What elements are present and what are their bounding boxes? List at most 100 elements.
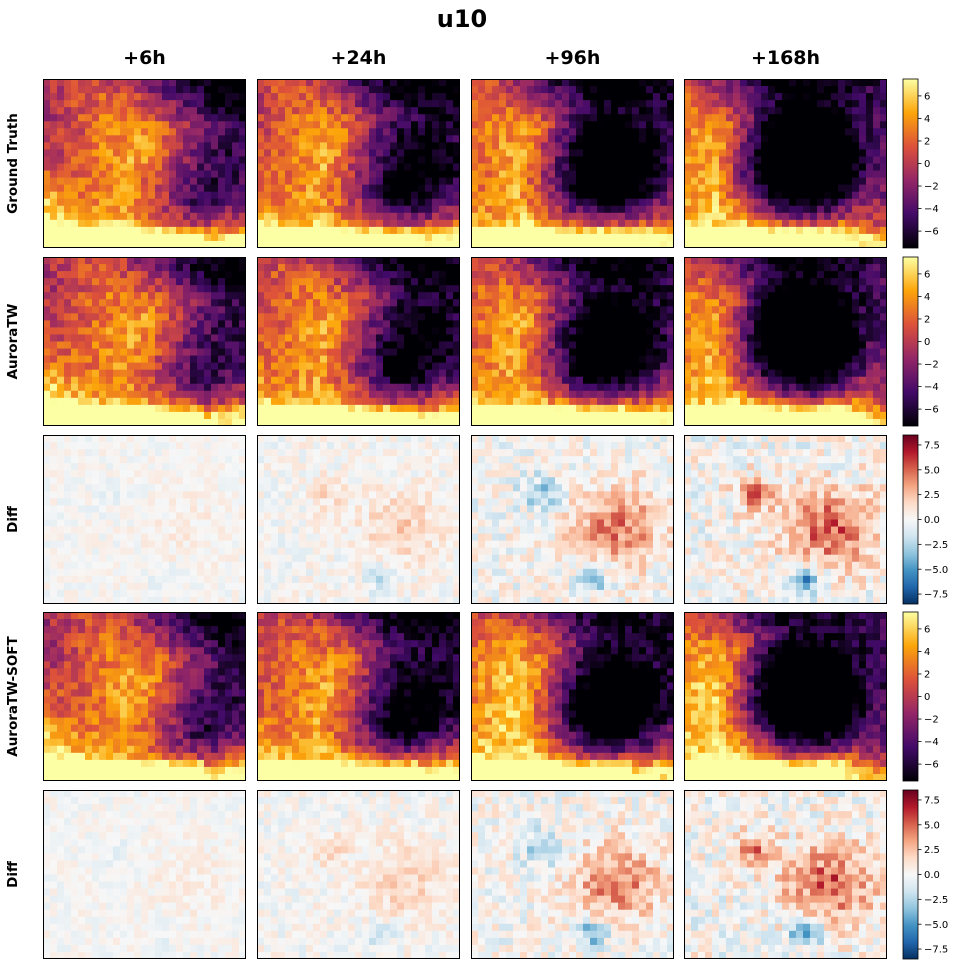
heatmap-cell [583, 128, 591, 136]
heatmap-cell [520, 306, 528, 314]
heatmap-cell [583, 264, 591, 272]
heatmap-cell [453, 233, 460, 242]
heatmap-cell [278, 226, 286, 235]
heatmap-cell [747, 100, 755, 108]
heatmap-cell [64, 100, 72, 108]
heatmap-cell [169, 170, 177, 179]
heatmap-cell [134, 278, 142, 286]
heatmap-cell [562, 128, 570, 136]
heatmap-cell [520, 327, 528, 336]
heatmap-cell [278, 299, 286, 307]
heatmap-cell [257, 299, 265, 307]
heatmap-cell [141, 107, 149, 115]
heatmap-cell [712, 79, 720, 87]
heatmap-cell [334, 86, 342, 94]
heatmap-cell [390, 257, 398, 265]
heatmap-cell [611, 320, 619, 329]
heatmap-cell [155, 240, 163, 248]
heatmap-cell [320, 184, 328, 193]
heatmap-cell [712, 212, 720, 221]
heatmap-cell [471, 128, 479, 136]
heatmap-cell [712, 170, 720, 179]
heatmap-cell [141, 198, 149, 207]
heatmap-cell [471, 390, 479, 399]
heatmap-cell [845, 170, 853, 179]
heatmap-cell [211, 404, 219, 413]
heatmap-cell [520, 278, 528, 286]
heatmap-cell [411, 212, 419, 221]
heatmap-cell [439, 212, 447, 221]
heatmap-cell [204, 191, 212, 200]
heatmap-cell [218, 383, 226, 392]
heatmap-cell [204, 142, 212, 151]
heatmap-cell [817, 170, 825, 179]
heatmap-cell [162, 397, 170, 406]
heatmap-cell [562, 121, 570, 129]
heatmap-cell [225, 327, 233, 336]
heatmap-cell [134, 100, 142, 108]
heatmap-cell [43, 362, 51, 371]
heatmap-cell [169, 198, 177, 207]
heatmap-cell [106, 278, 114, 286]
heatmap-cell [604, 135, 612, 143]
figure-title: u10 [437, 5, 487, 33]
heatmap-cell [698, 86, 706, 94]
heatmap-cell [555, 404, 563, 413]
heatmap-cell [485, 278, 493, 286]
heatmap-cell [292, 418, 300, 426]
heatmap-cell [817, 184, 825, 193]
heatmap-cell [383, 313, 391, 321]
heatmap-cell [299, 198, 307, 207]
heatmap-cell [639, 135, 647, 143]
heatmap-cell [162, 299, 170, 307]
heatmap-cell [232, 142, 240, 151]
heatmap-cell [43, 219, 51, 228]
heatmap-cell [604, 198, 612, 207]
heatmap-cell [169, 107, 177, 115]
heatmap-cell [313, 348, 321, 357]
heatmap-cell [880, 219, 887, 228]
heatmap-cell [120, 128, 128, 136]
heatmap-cell [148, 390, 156, 399]
heatmap-cell [320, 292, 328, 300]
heatmap-cell [446, 107, 454, 115]
heatmap-cell [471, 86, 479, 94]
heatmap-cell [92, 355, 100, 364]
heatmap-cell [369, 198, 377, 207]
heatmap-cell [320, 264, 328, 272]
heatmap-cell [148, 128, 156, 136]
heatmap-cell [127, 327, 135, 336]
heatmap-cell [176, 93, 184, 101]
heatmap-cell [604, 313, 612, 321]
heatmap-cell [880, 257, 887, 265]
heatmap-cell [225, 264, 233, 272]
heatmap-cell [418, 212, 426, 221]
heatmap-cell [278, 184, 286, 193]
heatmap-cell [271, 79, 279, 87]
heatmap-cell [148, 327, 156, 336]
heatmap-cell [355, 191, 363, 200]
heatmap-cell [866, 79, 874, 87]
heatmap-cell [719, 184, 727, 193]
heatmap-cell [555, 292, 563, 300]
heatmap-cell [106, 376, 114, 385]
heatmap-cell [50, 107, 58, 115]
heatmap-cell [485, 334, 493, 343]
heatmap-cell [527, 334, 535, 343]
heatmap-cell [99, 142, 107, 151]
heatmap-cell [397, 128, 405, 136]
heatmap-cell [197, 86, 205, 94]
heatmap-cell [106, 313, 114, 321]
heatmap-cell [169, 271, 177, 279]
heatmap-cell [369, 240, 377, 248]
heatmap-cell [99, 257, 107, 265]
heatmap-cell [604, 369, 612, 378]
heatmap-cell [597, 219, 605, 228]
heatmap-cell [712, 163, 720, 172]
heatmap-cell [782, 86, 790, 94]
heatmap-cell [197, 149, 205, 158]
heatmap-cell [698, 226, 706, 235]
heatmap-cell [740, 79, 748, 87]
heatmap-cell [169, 306, 177, 314]
heatmap-cell [684, 278, 692, 286]
